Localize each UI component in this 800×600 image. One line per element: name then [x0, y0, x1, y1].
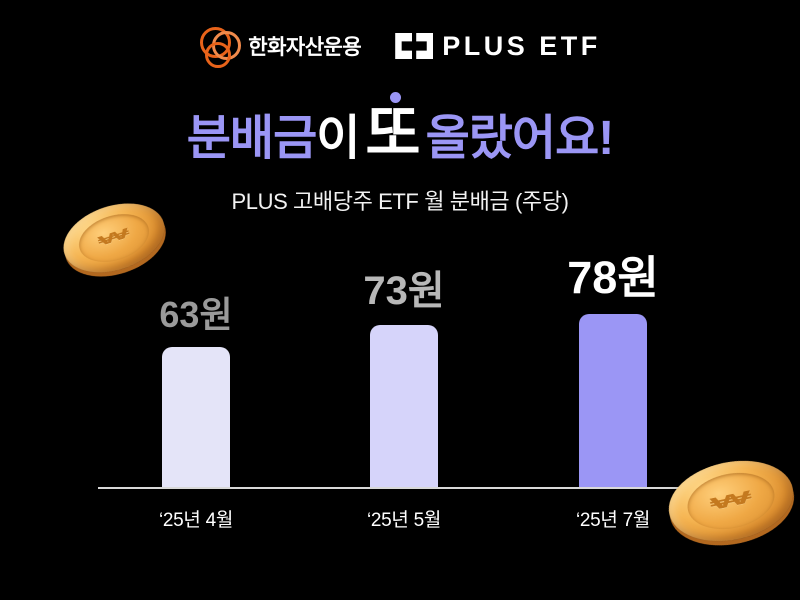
- page-title: 분배금이 또 올랐어요!: [0, 104, 800, 164]
- accent-dot: [390, 92, 401, 103]
- plus-etf-logo: PLUS ETF: [395, 31, 601, 62]
- bar-value-label-1: 63원: [159, 294, 233, 335]
- headline-part-2: 이: [316, 112, 360, 165]
- headline-emphasis: 또: [365, 100, 420, 167]
- hanwha-circles-icon: [199, 26, 242, 68]
- bar-3: [579, 314, 647, 487]
- category-label-2: ‘25년 5월: [366, 510, 442, 531]
- logo-bar: 한화자산운용 PLUS ETF: [0, 26, 800, 68]
- category-label-3: ‘25년 7월: [575, 510, 651, 531]
- chart-baseline: [98, 487, 714, 489]
- bar-value-label-2: 73원: [363, 269, 445, 313]
- coin-right-glyph: ₩: [708, 487, 754, 515]
- hanwha-logo: 한화자산운용: [199, 26, 362, 68]
- bar-1: [162, 347, 230, 487]
- bar-value-label-3: 78원: [567, 252, 659, 303]
- coin-left-glyph: ₩: [96, 225, 132, 250]
- hanwha-name: 한화자산운용: [248, 36, 362, 59]
- plus-etf-name: PLUS ETF: [442, 30, 601, 61]
- bar-2: [370, 325, 438, 487]
- chart-subtitle: PLUS 고배당주 ETF 월 분배금 (주당): [231, 189, 569, 214]
- category-label-1: ‘25년 4월: [158, 510, 234, 531]
- plus-etf-bracket-icon: [395, 33, 434, 59]
- headline-part-3: 올랐어요!: [425, 112, 615, 165]
- headline-part-1: 분배금: [186, 112, 317, 165]
